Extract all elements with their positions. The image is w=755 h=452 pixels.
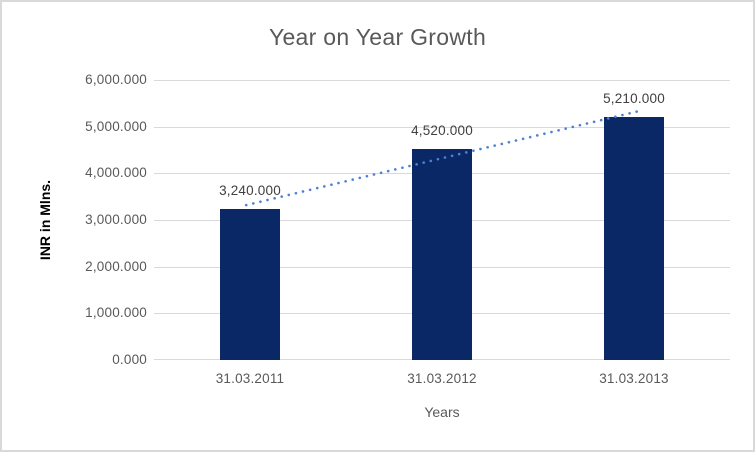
bar-value-label: 5,210.000: [603, 90, 665, 106]
plot-area: [154, 80, 730, 360]
y-tick-label: 4,000.000: [85, 165, 147, 181]
bar-31.03.2011[interactable]: [220, 208, 280, 360]
bar-value-label: 4,520.000: [411, 123, 473, 139]
y-tick-label: 3,000.000: [85, 212, 147, 227]
y-tick-label: 5,000.000: [85, 118, 147, 134]
x-axis-title: Years: [424, 404, 460, 420]
y-tick-label: 1,000.000: [85, 305, 147, 321]
chart-title: Year on Year Growth: [268, 24, 487, 50]
y-tick-label: 2,000.000: [85, 258, 147, 274]
gridline: [154, 80, 730, 81]
bar-31.03.2012[interactable]: [412, 149, 472, 360]
x-tick-label: 31.03.2011: [215, 371, 285, 386]
y-tick-label: 6,000.000: [85, 72, 147, 87]
bar-value-label: 3,240.000: [219, 182, 281, 198]
bar-31.03.2013[interactable]: [604, 116, 664, 360]
x-tick-label: 31.03.2013: [599, 371, 669, 386]
y-tick-label: 0.000: [112, 352, 147, 367]
x-tick-label: 31.03.2012: [407, 371, 477, 386]
